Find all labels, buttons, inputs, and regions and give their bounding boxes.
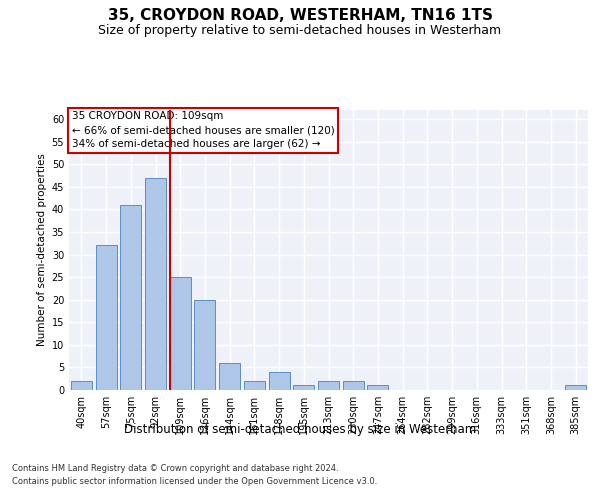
Bar [219, 363, 240, 390]
Bar [367, 386, 388, 390]
Bar [565, 386, 586, 390]
Bar [145, 178, 166, 390]
Text: Contains HM Land Registry data © Crown copyright and database right 2024.: Contains HM Land Registry data © Crown c… [12, 464, 338, 473]
Bar [194, 300, 215, 390]
Bar [170, 277, 191, 390]
Text: 35, CROYDON ROAD, WESTERHAM, TN16 1TS: 35, CROYDON ROAD, WESTERHAM, TN16 1TS [107, 8, 493, 22]
Bar [120, 205, 141, 390]
Bar [269, 372, 290, 390]
Bar [343, 381, 364, 390]
Text: Contains public sector information licensed under the Open Government Licence v3: Contains public sector information licen… [12, 478, 377, 486]
Text: 35 CROYDON ROAD: 109sqm
← 66% of semi-detached houses are smaller (120)
34% of s: 35 CROYDON ROAD: 109sqm ← 66% of semi-de… [71, 112, 334, 150]
Bar [293, 386, 314, 390]
Text: Size of property relative to semi-detached houses in Westerham: Size of property relative to semi-detach… [98, 24, 502, 37]
Bar [244, 381, 265, 390]
Bar [318, 381, 339, 390]
Bar [71, 381, 92, 390]
Bar [95, 246, 116, 390]
Y-axis label: Number of semi-detached properties: Number of semi-detached properties [37, 154, 47, 346]
Text: Distribution of semi-detached houses by size in Westerham: Distribution of semi-detached houses by … [124, 422, 476, 436]
